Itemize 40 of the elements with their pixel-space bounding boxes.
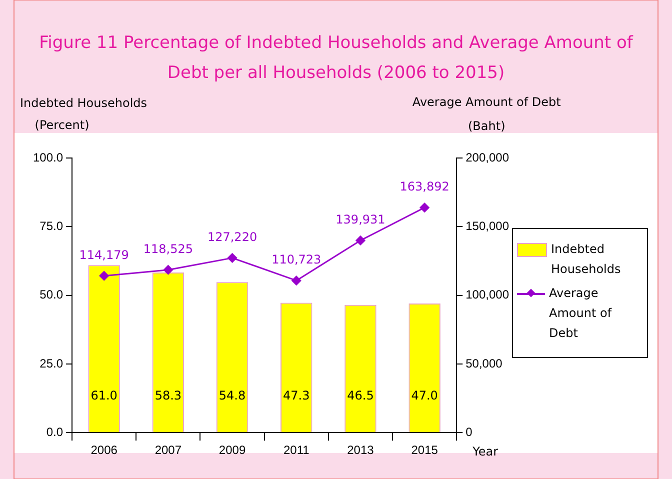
data-label: 163,892 bbox=[400, 180, 450, 194]
data-label: 118,525 bbox=[143, 242, 193, 256]
data-label: 54.8 bbox=[218, 388, 246, 403]
y2-tick-label: 0 bbox=[466, 424, 473, 439]
point bbox=[228, 253, 238, 263]
y-tick-label: 25.0 bbox=[40, 356, 64, 370]
point bbox=[292, 276, 302, 286]
point bbox=[99, 271, 109, 281]
x-tick-label: 2009 bbox=[218, 443, 246, 458]
y2-tick-label: 150,000 bbox=[466, 218, 510, 233]
data-label: 110,723 bbox=[272, 252, 322, 267]
chart-title: Figure 11 Percentage of Indebted Households and Average Amount of Debt per all Households (2006 to 2015) bbox=[38, 32, 634, 85]
x-tick-label: 2015 bbox=[411, 443, 438, 458]
data-label: 114,179 bbox=[79, 248, 129, 262]
y2-tick-label: 50,000 bbox=[466, 356, 503, 370]
y-tick-label: 75.0 bbox=[40, 218, 64, 233]
data-label: 61.0 bbox=[90, 388, 118, 403]
data-label: 127,220 bbox=[207, 230, 258, 244]
y-tick-label: 50.0 bbox=[40, 288, 64, 302]
y2-tick-label: 100,000 bbox=[466, 288, 510, 302]
data-label: 47.3 bbox=[283, 388, 310, 403]
x-axis-title: Year bbox=[472, 444, 498, 459]
y2-tick-label: 200,000 bbox=[466, 150, 510, 164]
x-tick-label: 2013 bbox=[347, 443, 374, 458]
data-label: 58.3 bbox=[154, 388, 182, 403]
x-tick-label: 2006 bbox=[90, 443, 118, 458]
y-axis-title: Indebted Households (Percent) bbox=[20, 96, 148, 132]
x-tick-label: 2011 bbox=[283, 443, 310, 458]
legend-label: Indebted Households bbox=[551, 241, 622, 278]
data-label: 47.0 bbox=[411, 388, 438, 403]
y2-axis-title: Average Amount of Debt (Baht) bbox=[412, 95, 562, 134]
point bbox=[420, 202, 430, 212]
data-label: 139,931 bbox=[336, 212, 386, 227]
point bbox=[356, 236, 366, 246]
data-label: 46.5 bbox=[347, 388, 374, 403]
legend-label: Average Amount of Debt bbox=[549, 285, 613, 342]
x-tick-label: 2007 bbox=[154, 443, 182, 458]
y-tick-label: 0.0 bbox=[46, 424, 64, 439]
y-tick-label: 100.0 bbox=[33, 150, 64, 164]
point bbox=[163, 265, 173, 275]
